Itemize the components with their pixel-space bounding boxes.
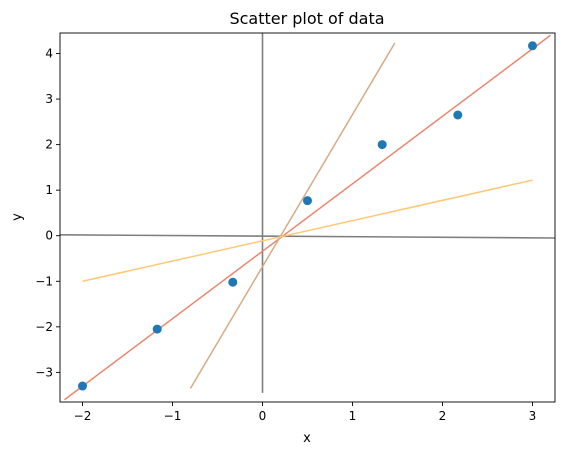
data-point — [528, 41, 537, 51]
y-tick-label: 4 — [45, 47, 53, 61]
series-line-1 — [59, 234, 556, 239]
x-tick-label: −1 — [164, 409, 182, 423]
x-tick-label: 2 — [439, 409, 447, 423]
data-point — [303, 196, 312, 206]
x-axis-label: x — [303, 431, 311, 446]
y-tick-label: 0 — [45, 229, 53, 243]
points-layer — [78, 41, 537, 391]
chart-title: Scatter plot of data — [229, 9, 384, 28]
x-tick-label: 0 — [259, 409, 267, 423]
data-point — [228, 277, 238, 287]
y-axis-label: y — [10, 213, 25, 221]
plot-frame — [59, 32, 556, 403]
data-point — [78, 381, 87, 391]
series-line-3 — [64, 34, 551, 401]
y-tick-label: −2 — [35, 320, 53, 334]
series-line-4 — [189, 42, 396, 389]
series-line-5 — [82, 179, 533, 283]
y-tick-label: 1 — [45, 183, 53, 197]
data-point — [152, 324, 162, 334]
lines-layer — [59, 33, 556, 401]
x-tick-label: −2 — [74, 409, 92, 423]
x-tick-label: 1 — [349, 409, 357, 423]
y-tick-label: 3 — [45, 92, 53, 106]
x-axis-ticks: −2 −1 0 1 2 3 — [74, 402, 537, 423]
y-tick-label: 2 — [45, 138, 53, 152]
y-tick-label: −3 — [35, 365, 53, 379]
data-point — [377, 140, 387, 150]
x-tick-label: 3 — [529, 409, 537, 423]
y-tick-label: −1 — [35, 274, 53, 288]
data-point — [453, 110, 463, 120]
y-axis-ticks: −3 −2 −1 0 1 2 3 4 — [35, 47, 60, 379]
